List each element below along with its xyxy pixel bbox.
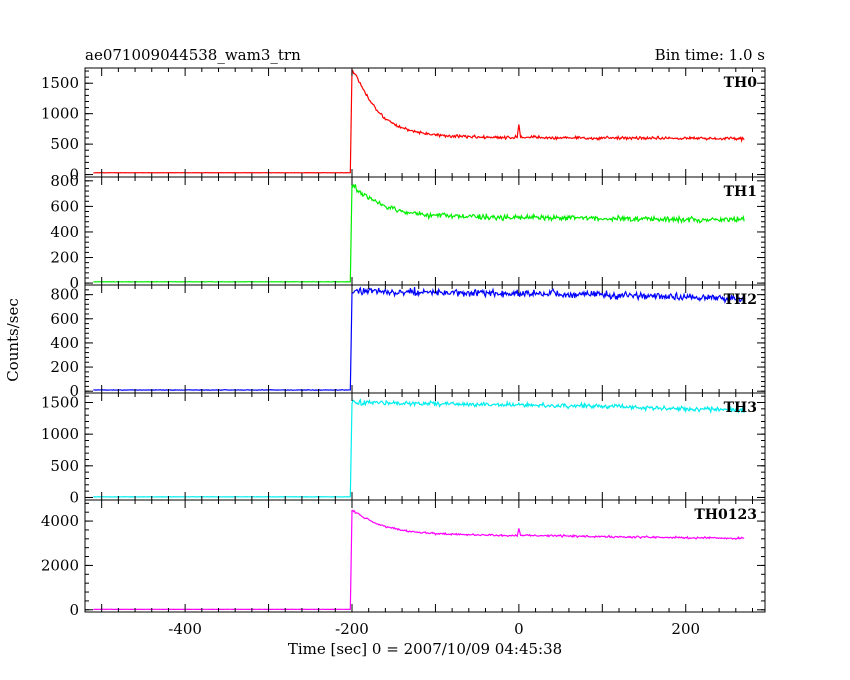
- y-tick-label: 0: [69, 382, 79, 400]
- panel-frame: [84, 176, 766, 286]
- series-line-th1: [93, 183, 745, 283]
- x-tick-label: 200: [671, 620, 700, 638]
- panel-th0: 0 500 1000 1500 TH0: [41, 67, 766, 184]
- x-tick-label: 0: [514, 620, 524, 638]
- y-tick-label: 500: [50, 135, 79, 153]
- y-tick-label: 0: [69, 274, 79, 292]
- panel-th3: 0 500 1000 1500 TH3: [41, 392, 766, 506]
- y-tick-label: 0: [69, 488, 79, 506]
- panel-label-th3: TH3: [724, 400, 757, 416]
- panel-frame: [84, 499, 766, 613]
- panel-th2: 0 200 400 600 800 TH2: [50, 284, 766, 400]
- y-tick-label: 400: [50, 334, 79, 352]
- panel-frame: [84, 284, 766, 394]
- series-line-th0123: [93, 509, 745, 611]
- y-tick-label: 1500: [41, 74, 79, 92]
- y-tick-label: 2000: [41, 556, 79, 574]
- y-tick-label: 200: [50, 358, 79, 376]
- panel-label-th1: TH1: [724, 184, 757, 200]
- y-tick-label: 0: [69, 601, 79, 619]
- panel-th0123: 0 2000 4000 TH0123: [41, 499, 766, 619]
- y-tick-label: 1500: [41, 393, 79, 411]
- panel-label-th0123: TH0123: [694, 507, 757, 523]
- y-tick-label: 800: [50, 286, 79, 304]
- x-axis: -400 -200 0 200: [168, 620, 700, 638]
- y-tick-label: 800: [50, 172, 79, 190]
- y-tick-label: 200: [50, 249, 79, 267]
- y-tick-label: 400: [50, 223, 79, 241]
- x-axis-title: Time [sec] 0 = 2007/10/09 04:45:38: [288, 640, 562, 658]
- x-tick-label: -200: [335, 620, 369, 638]
- series-line-th2: [93, 286, 745, 391]
- panel-label-th2: TH2: [724, 292, 757, 308]
- panel-frame: [84, 67, 766, 178]
- y-axis-title: Counts/sec: [4, 298, 22, 382]
- series-line-th0: [93, 68, 745, 174]
- y-tick-label: 600: [50, 310, 79, 328]
- panel-label-th0: TH0: [724, 75, 758, 91]
- y-tick-label: 4000: [41, 512, 79, 530]
- bin-time-label: Bin time: 1.0 s: [655, 46, 765, 64]
- panel-th1: 0 200 400 600 800 TH1: [50, 172, 766, 292]
- y-tick-label: 0: [69, 166, 79, 184]
- series-line-th3: [93, 398, 745, 498]
- y-tick-label: 600: [50, 197, 79, 215]
- dataset-title: ae071009044538_wam3_trn: [85, 46, 301, 64]
- y-tick-label: 1000: [41, 425, 79, 443]
- y-tick-label: 1000: [41, 105, 79, 123]
- x-tick-label: -400: [168, 620, 202, 638]
- panels-group: 0 500 1000 1500 TH0 0 200 400 600 800 TH1 0 200 400 60…: [41, 67, 766, 619]
- y-tick-label: 500: [50, 457, 79, 475]
- figure-header: ae071009044538_wam3_trn Bin time: 1.0 s: [85, 46, 765, 64]
